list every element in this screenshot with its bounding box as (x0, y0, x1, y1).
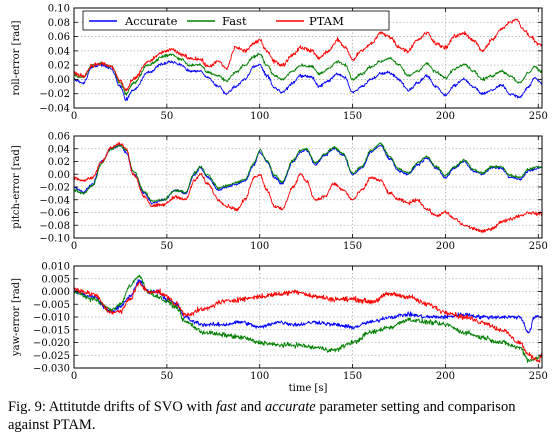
y-tick-label: 0.005 (41, 274, 70, 285)
x-tick-label: 250 (529, 241, 548, 252)
figure-caption: Fig. 9: Attitutde drifts of SVO with fas… (8, 398, 548, 434)
x-tick-label: 150 (343, 111, 362, 122)
plot-frame (73, 7, 543, 109)
y-tick-label: −0.025 (33, 351, 70, 362)
x-tick-label: 100 (250, 241, 269, 252)
series-line-ptam (74, 141, 542, 234)
y-tick-label: −0.04 (39, 195, 70, 206)
y-axis-label: pitch-error [rad] (11, 145, 22, 229)
x-tick-label: 200 (436, 111, 455, 122)
y-tick-label: −0.020 (33, 338, 70, 349)
y-tick-label: −0.06 (39, 208, 70, 219)
chart-panel-2: 0 50 100 150 200 250 −0.10 −0.08 −0.06 −0.04−0.02… (11, 132, 548, 253)
y-tick-label: 0.000 (41, 287, 70, 298)
y-tick-label: 0.00 (48, 170, 70, 181)
caption-label: Fig. 9: (8, 399, 46, 415)
x-tick-label: 0 (71, 371, 77, 382)
x-tick-label: 150 (343, 371, 362, 382)
caption-text-2: and (236, 399, 265, 415)
y-tick-label: −0.005 (33, 300, 70, 311)
x-tick-label: 200 (436, 371, 455, 382)
x-tick-label: 50 (160, 371, 173, 382)
x-tick-label: 200 (436, 241, 455, 252)
x-tick-label: 250 (529, 111, 548, 122)
legend-label-ptam: PTAM (309, 14, 344, 28)
x-tick-label: 250 (529, 371, 548, 382)
x-tick-label: 0 (71, 111, 77, 122)
y-tick-label: 0.02 (48, 61, 70, 72)
y-tick-label: −0.02 (39, 89, 70, 100)
y-tick-label: 0.010 (41, 262, 70, 273)
chart-panel-1: 0 50 100 150 200 250 −0.04 −0.02 0.00 0.02 0.04 0.0… (11, 4, 548, 123)
x-tick-label: 100 (250, 111, 269, 122)
legend-label-fast: Fast (222, 14, 247, 28)
y-tick-label: 0.06 (48, 132, 70, 143)
y-tick-label: 0.10 (48, 4, 70, 15)
legend-box (82, 10, 390, 31)
legend: Accurate Fast PTAM (82, 10, 390, 31)
x-tick-label: 50 (160, 241, 173, 252)
y-tick-label: −0.08 (39, 221, 70, 232)
y-tick-label: 0.04 (48, 144, 70, 155)
caption-emphasis-accurate: accurate (265, 399, 316, 415)
x-tick-label: 150 (343, 241, 362, 252)
y-tick-label: 0.04 (48, 46, 70, 57)
y-tick-label: −0.10 (39, 234, 70, 245)
y-tick-label: 0.00 (48, 75, 70, 86)
x-tick-label: 100 (250, 371, 269, 382)
chart-panel-3: 0 50 100 150 200 250−0.030−0.025−0.020−0.015−… (11, 262, 548, 395)
y-tick-label: −0.010 (33, 313, 70, 324)
y-tick-label: −0.02 (39, 183, 70, 194)
series-line-ptam (74, 18, 542, 92)
y-tick-label: −0.04 (39, 104, 70, 115)
x-tick-label: 0 (71, 241, 77, 252)
series-line-fast (74, 142, 542, 203)
y-tick-label: 0.02 (48, 157, 70, 168)
caption-text-3: parameter setting and comparison against… (8, 399, 516, 433)
x-axis-label: time [s] (289, 383, 328, 394)
y-tick-label: −0.015 (33, 325, 70, 336)
series-line-ptam (74, 281, 542, 363)
y-tick-label: 0.08 (48, 18, 70, 29)
caption-emphasis-fast: fast (215, 399, 237, 415)
legend-label-accurate: Accurate (124, 14, 178, 28)
caption-text-1: Attitutde drifts of SVO with (45, 399, 216, 415)
series-line-fast (74, 274, 542, 363)
y-axis-label: yaw-error [rad] (11, 278, 22, 357)
series-line-fast (74, 52, 542, 96)
y-axis-label: roll-error [rad] (11, 20, 22, 95)
y-tick-label: −0.030 (33, 364, 70, 375)
series-line-accurate (74, 60, 542, 102)
y-tick-label: 0.06 (48, 32, 70, 43)
x-tick-label: 50 (160, 111, 173, 122)
